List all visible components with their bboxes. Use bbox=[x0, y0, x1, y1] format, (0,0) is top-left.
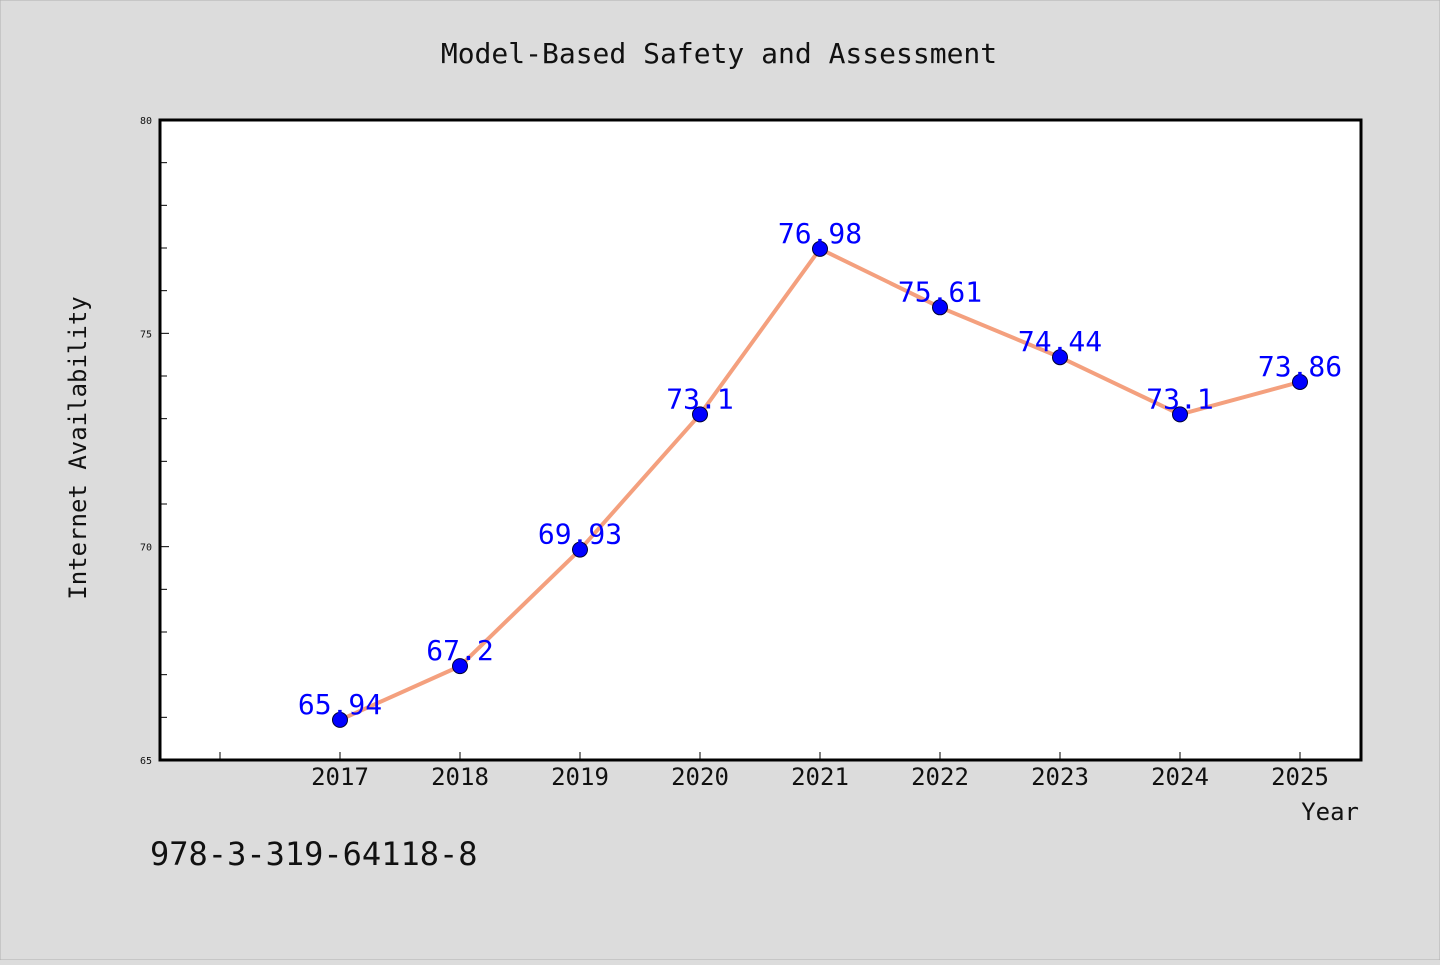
data-point bbox=[1292, 373, 1308, 390]
data-label: 73.1 bbox=[1146, 382, 1213, 415]
data-label: 76.98 bbox=[778, 217, 862, 250]
y-axis-label: Internet Availability bbox=[64, 296, 92, 599]
isbn-text: 978-3-319-64118-8 bbox=[150, 835, 478, 873]
data-label: 67.2 bbox=[426, 634, 493, 667]
data-label: 73.1 bbox=[666, 382, 733, 415]
data-label: 65.94 bbox=[298, 688, 382, 721]
x-tick-label: 2019 bbox=[551, 763, 609, 791]
x-tick-label: 2025 bbox=[1271, 763, 1329, 791]
data-point bbox=[812, 240, 828, 257]
x-tick-label: 2022 bbox=[911, 763, 969, 791]
x-axis-label: Year bbox=[1301, 798, 1359, 826]
x-tick-label: 2020 bbox=[671, 763, 729, 791]
data-point bbox=[1172, 406, 1188, 423]
data-point bbox=[452, 658, 468, 675]
data-label: 73.86 bbox=[1258, 350, 1342, 383]
y-tick-label: 80 bbox=[140, 116, 152, 127]
data-point bbox=[1052, 349, 1068, 366]
data-point bbox=[692, 406, 708, 423]
x-tick-label: 2021 bbox=[791, 763, 849, 791]
data-label: 69.93 bbox=[538, 518, 622, 551]
data-point bbox=[332, 711, 348, 728]
data-point bbox=[932, 299, 948, 316]
x-tick-label: 2023 bbox=[1031, 763, 1089, 791]
x-tick-label: 2018 bbox=[431, 763, 489, 791]
chart-title: Model-Based Safety and Assessment bbox=[441, 37, 997, 70]
x-axis: 2017 2018 2019 2020 2021 2022 2023 2024 2025 bbox=[219, 752, 1329, 791]
series-group: 65.94 67.2 69.93 73.1 76.98 75.61 74.44 73.1 73.… bbox=[298, 217, 1342, 728]
x-tick-label: 2024 bbox=[1151, 763, 1209, 791]
y-axis: 65 70 75 80 bbox=[140, 116, 169, 767]
plot-area bbox=[158, 118, 1363, 762]
y-tick-label: 65 bbox=[140, 756, 152, 767]
data-point bbox=[572, 541, 588, 558]
data-label: 75.61 bbox=[898, 275, 982, 308]
y-tick-label: 75 bbox=[140, 329, 152, 340]
data-label: 74.44 bbox=[1018, 325, 1102, 358]
y-tick-label: 70 bbox=[140, 543, 152, 554]
x-tick-label: 2017 bbox=[311, 763, 369, 791]
